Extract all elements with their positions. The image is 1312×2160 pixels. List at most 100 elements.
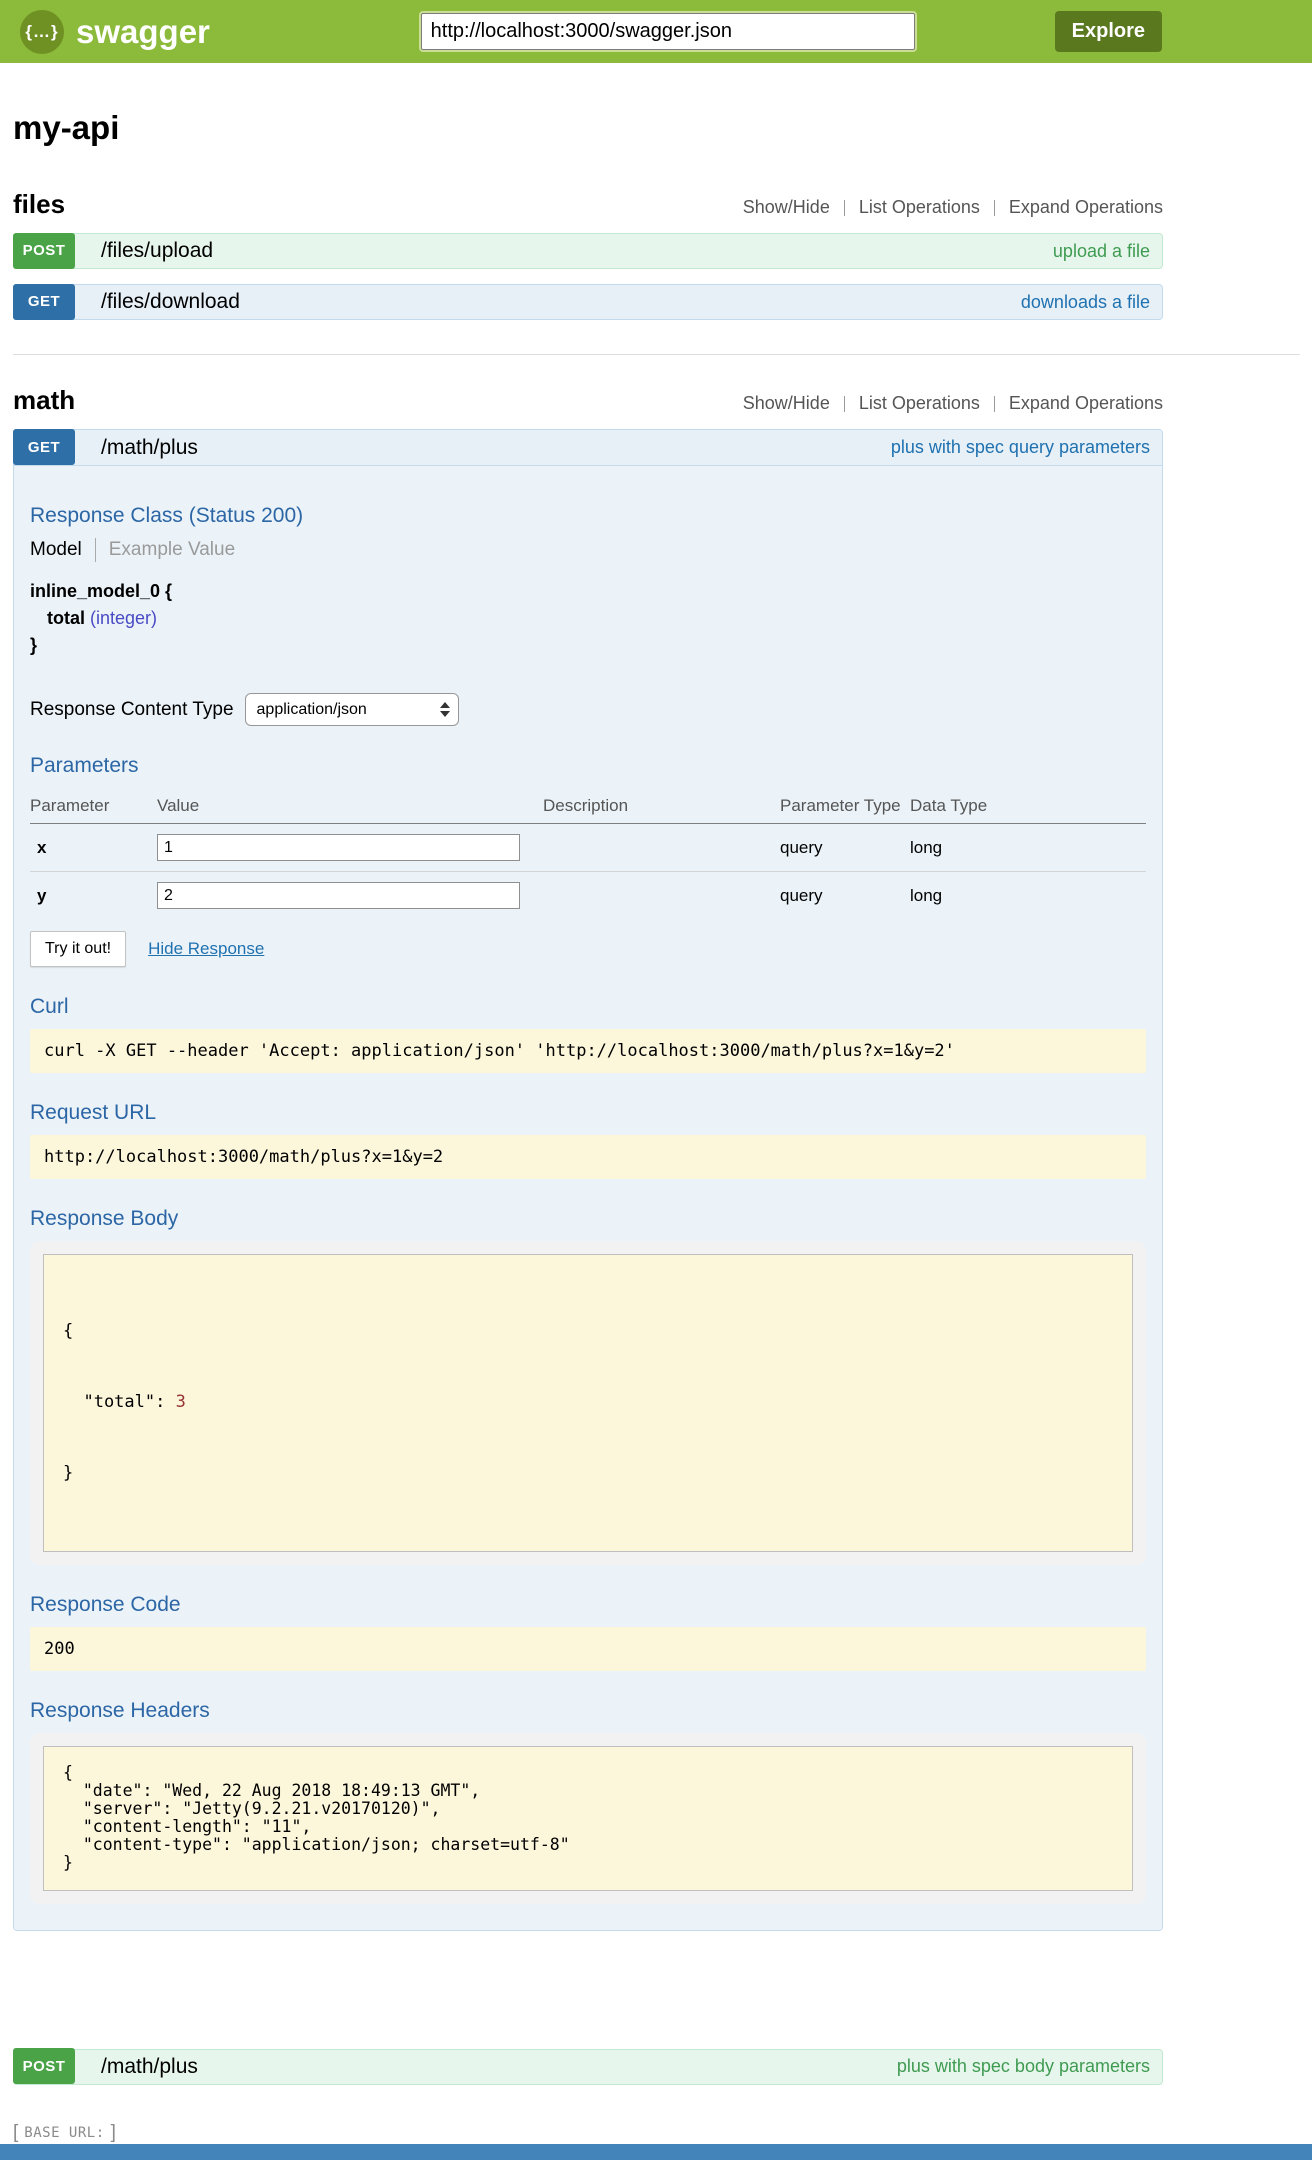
model-property-name: total <box>47 608 85 628</box>
swagger-logo-icon: {…} <box>20 9 64 54</box>
footer-message-bar <box>0 2143 1312 2160</box>
operation-row-get-files-download[interactable]: GET /files/download downloads a file <box>13 283 1163 320</box>
operation-path-link[interactable]: /math/plus <box>101 435 198 459</box>
request-url-value: http://localhost:3000/math/plus?x=1&y=2 <box>30 1135 1146 1179</box>
response-content-type-label: Response Content Type <box>30 698 234 720</box>
parameters-table: Parameter Value Description Parameter Ty… <box>30 788 1146 919</box>
post-method-badge: POST <box>13 2048 75 2085</box>
base-url-label: BASE URL: <box>24 2124 105 2141</box>
operation-summary-link[interactable]: upload a file <box>1052 240 1150 261</box>
response-code-heading: Response Code <box>30 1592 181 1616</box>
math-list-operations-link[interactable]: List Operations <box>858 393 980 413</box>
response-code-value: 200 <box>30 1626 1146 1671</box>
model-property-type: (integer) <box>90 608 158 628</box>
parameters-heading: Parameters <box>30 754 139 777</box>
brand-title: swagger <box>76 12 210 50</box>
response-content-type-value: application/json <box>256 700 367 718</box>
separator <box>843 395 845 412</box>
json-brace: } <box>63 1463 74 1484</box>
separator <box>94 538 96 562</box>
math-show-hide-link[interactable]: Show/Hide <box>742 393 830 413</box>
model-open-line: inline_model_0 { <box>30 581 173 601</box>
hide-response-link[interactable]: Hide Response <box>148 939 265 958</box>
table-row: y query long <box>30 872 1146 920</box>
column-header-description: Description <box>543 788 780 824</box>
response-headers-wrapper: { "date": "Wed, 22 Aug 2018 18:49:13 GMT… <box>30 1732 1146 1904</box>
operation-path-link[interactable]: /math/plus <box>101 2054 198 2078</box>
request-url-heading: Request URL <box>30 1101 157 1124</box>
parameter-name: x <box>30 823 157 872</box>
operation-summary-link[interactable]: downloads a file <box>1020 291 1150 312</box>
column-header-data-type: Data Type <box>910 788 1146 824</box>
separator <box>993 395 995 412</box>
curl-command: curl -X GET --header 'Accept: applicatio… <box>30 1029 1146 1073</box>
operation-row-get-math-plus[interactable]: GET /math/plus plus with spec query para… <box>13 429 1162 466</box>
files-section-header: files Show/Hide List Operations Expand O… <box>13 189 1163 220</box>
parameter-type: query <box>780 885 823 905</box>
files-expand-operations-link[interactable]: Expand Operations <box>1008 197 1163 217</box>
parameter-data-type: long <box>910 885 943 905</box>
math-expand-operations-link[interactable]: Expand Operations <box>1008 393 1163 413</box>
separator <box>993 199 995 216</box>
response-body-wrapper: { "total": 3 } <box>30 1241 1146 1565</box>
parameter-name: y <box>37 885 47 905</box>
model-signature: inline_model_0 { total (integer) } <box>30 578 1146 659</box>
page-title: my-api <box>13 109 120 146</box>
spec-url-input[interactable] <box>418 11 917 52</box>
tab-example-value[interactable]: Example Value <box>108 539 236 560</box>
operation-summary-link[interactable]: plus with spec body parameters <box>896 2056 1150 2077</box>
response-content-type-select[interactable]: application/json <box>244 693 459 726</box>
column-header-value: Value <box>157 788 543 824</box>
explore-button[interactable]: Explore <box>1054 11 1162 52</box>
math-section-title: math <box>13 385 76 415</box>
section-divider <box>13 354 1300 355</box>
post-method-badge: POST <box>13 232 75 269</box>
try-it-out-button[interactable]: Try it out! <box>30 931 127 967</box>
parameter-x-input[interactable] <box>157 834 520 861</box>
json-key: "total": <box>63 1391 176 1412</box>
parameter-y-input[interactable] <box>157 882 520 909</box>
try-it-out-row: Try it out! Hide Response <box>30 931 1146 967</box>
json-brace: { <box>63 1320 74 1341</box>
column-header-parameter-type: Parameter Type <box>780 788 910 824</box>
operation-row-post-files-upload[interactable]: POST /files/upload upload a file <box>13 232 1163 269</box>
base-url-bracket-open: [ <box>13 2121 19 2143</box>
files-list-operations-link[interactable]: List Operations <box>858 197 980 217</box>
response-headers-heading: Response Headers <box>30 1698 210 1722</box>
base-url-line: [ BASE URL: ] <box>13 2122 1312 2144</box>
model-close-line: } <box>30 635 38 655</box>
response-body-heading: Response Body <box>30 1207 179 1230</box>
parameter-data-type: long <box>910 823 1146 872</box>
swagger-home-link[interactable]: {…} swagger <box>20 9 210 54</box>
response-body-json: { "total": 3 } <box>43 1254 1133 1552</box>
files-show-hide-link[interactable]: Show/Hide <box>742 197 830 217</box>
header-bar: {…} swagger Explore <box>0 0 1312 63</box>
parameters-header-row: Parameter Value Description Parameter Ty… <box>30 788 1146 824</box>
operation-summary-link[interactable]: plus with spec query parameters <box>890 437 1150 457</box>
get-method-badge: GET <box>13 429 75 465</box>
response-headers-json: { "date": "Wed, 22 Aug 2018 18:49:13 GMT… <box>43 1745 1133 1891</box>
separator <box>843 199 845 216</box>
model-property-line: total (integer) <box>30 605 1146 632</box>
parameter-description <box>543 872 780 920</box>
parameter-type: query <box>780 823 910 872</box>
select-arrows-icon <box>439 702 450 717</box>
operation-details: Response Class (Status 200) Model Exampl… <box>14 466 1162 1930</box>
math-section-header: math Show/Hide List Operations Expand Op… <box>13 385 1163 416</box>
column-header-parameter: Parameter <box>30 788 157 824</box>
json-number-value: 3 <box>175 1391 186 1412</box>
files-section-title: files <box>13 189 66 219</box>
curl-heading: Curl <box>30 995 69 1018</box>
operation-row-post-math-plus[interactable]: POST /math/plus plus with spec body para… <box>13 2048 1163 2085</box>
operation-path-link[interactable]: /files/download <box>101 290 240 313</box>
table-row: x query long <box>30 823 1146 872</box>
get-method-badge: GET <box>13 283 75 320</box>
tab-model[interactable]: Model <box>30 539 82 560</box>
base-url-bracket-close: ] <box>110 2121 116 2143</box>
operation-panel-get-math-plus: GET /math/plus plus with spec query para… <box>13 429 1163 1931</box>
response-content-type-row: Response Content Type application/json <box>30 693 1146 726</box>
response-class-heading: Response Class (Status 200) <box>30 504 304 527</box>
parameter-description <box>543 823 780 872</box>
operation-path-link[interactable]: /files/upload <box>101 239 214 262</box>
model-tabs: Model Example Value <box>30 538 1146 562</box>
